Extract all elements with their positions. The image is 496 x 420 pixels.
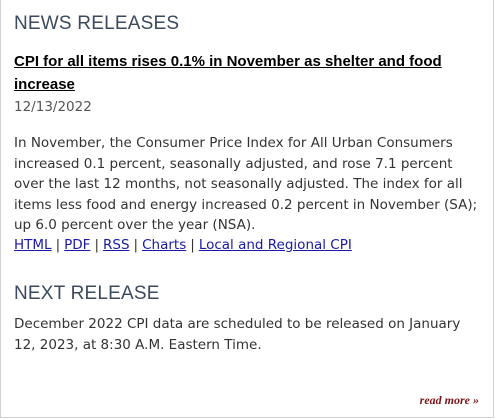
link-separator: |	[55, 237, 61, 253]
link-separator: |	[133, 237, 139, 253]
release-date: 12/13/2022	[14, 99, 92, 115]
read-more-link[interactable]: read more »	[419, 393, 479, 407]
charts-link[interactable]: Charts	[142, 237, 187, 253]
link-separator: |	[94, 237, 100, 253]
html-link[interactable]: HTML	[14, 237, 52, 253]
release-headline-link[interactable]: CPI for all items rises 0.1% in November…	[14, 53, 442, 93]
news-releases-heading: NEWS RELEASES	[14, 13, 180, 34]
local-regional-cpi-link[interactable]: Local and Regional CPI	[198, 237, 352, 253]
rss-link[interactable]: RSS	[103, 237, 130, 253]
next-release-text: December 2022 CPI data are scheduled to …	[14, 316, 461, 353]
release-format-links: HTML | PDF | RSS | Charts | Local and Regional C…	[14, 237, 352, 253]
release-summary: In November, the Consumer Price Index fo…	[14, 135, 478, 233]
link-separator: |	[190, 237, 195, 253]
pdf-link[interactable]: PDF	[64, 237, 91, 253]
next-release-heading: NEXT RELEASE	[14, 283, 160, 304]
